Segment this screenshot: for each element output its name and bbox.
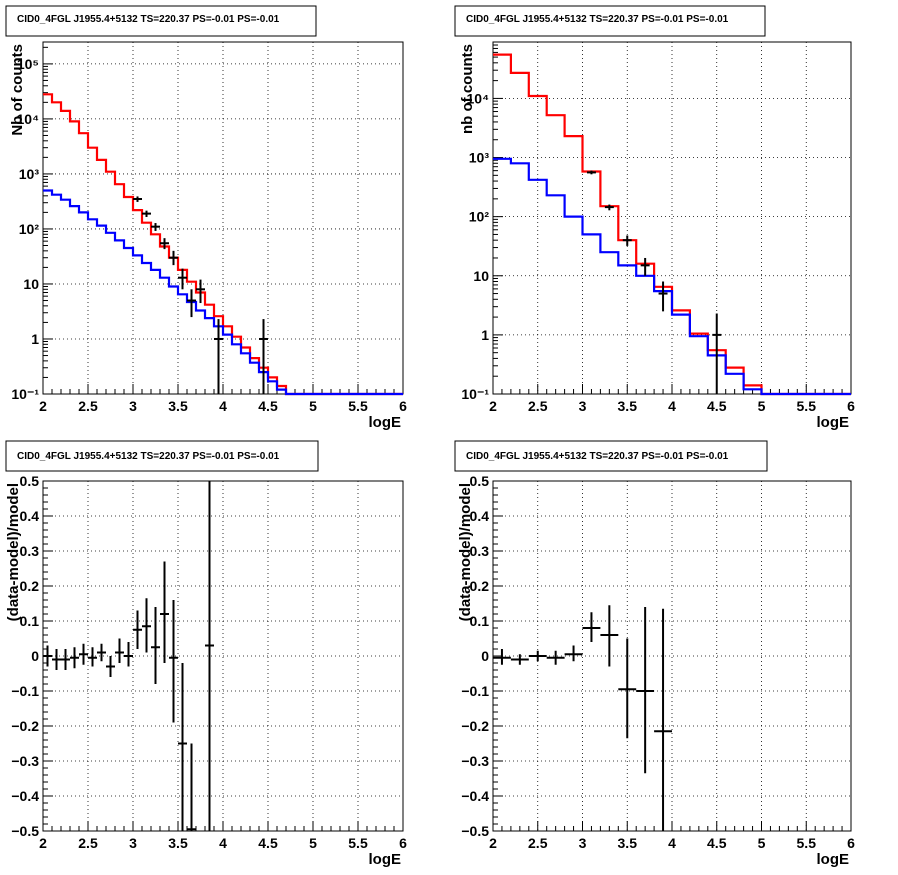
x-tick-label: 2.5 [528,835,548,851]
x-tick-label: 5 [309,835,317,851]
chart-title-box [5,5,317,37]
y-tick-label: 10⁴ [17,111,40,127]
x-tick-label: 4.5 [707,398,727,414]
x-tick-label: 5 [309,398,317,414]
x-axis-title: logE [817,851,850,868]
y-tick-label: 0.5 [20,473,40,489]
y-tick-label: 0.4 [470,508,490,524]
x-tick-label: 4 [219,835,227,851]
x-tick-label: 6 [847,835,855,851]
y-tick-label: −0.2 [11,718,39,734]
y-tick-label: −0.4 [461,788,489,804]
y-tick-label: 10³ [19,166,40,182]
x-tick-label: 5 [758,398,766,414]
y-tick-label: 10⁻¹ [11,386,39,402]
chart-title-box [454,5,766,37]
y-tick-label: −0.5 [461,823,489,839]
x-tick-label: 2 [489,398,497,414]
x-tick-label: 6 [399,835,407,851]
x-tick-label: 6 [399,398,407,414]
x-tick-label: 2 [39,835,47,851]
x-tick-label: 6 [847,398,855,414]
x-tick-label: 5 [758,835,766,851]
x-tick-label: 3.5 [168,398,188,414]
chart-title: CID0_4FGL J1955.4+5132 TS=220.37 PS=-0.0… [17,451,280,462]
y-tick-label: 10 [473,268,489,284]
y-tick-label: 10 [23,276,39,292]
x-tick-label: 2.5 [78,835,98,851]
y-axis-title: Nb of counts [9,44,26,136]
x-tick-label: 2.5 [528,398,548,414]
y-tick-label: 10³ [469,150,490,166]
y-tick-label: −0.1 [461,683,489,699]
chart-title: CID0_4FGL J1955.4+5132 TS=220.37 PS=-0.0… [466,14,729,25]
y-axis-title: (data-model)/model [5,483,22,621]
chart-panel-1: 2 2.5 3 3.5 4 4.5 5 5.5 6 10⁻¹ 1 10 10² 10³ 10⁴ 10⁵ logE… [5,5,407,431]
x-tick-label: 4 [668,398,676,414]
x-tick-label: 2 [39,398,47,414]
x-tick-label: 5.5 [348,398,368,414]
x-tick-label: 3 [579,835,587,851]
x-tick-label: 2 [489,835,497,851]
x-tick-label: 3.5 [168,835,188,851]
x-tick-label: 3 [579,398,587,414]
y-tick-label: 0.1 [20,613,40,629]
y-tick-label: −0.2 [461,718,489,734]
y-tick-label: 0.3 [20,543,40,559]
x-axis-title: logE [817,414,850,431]
y-tick-label: −0.4 [11,788,39,804]
chart-title: CID0_4FGL J1955.4+5132 TS=220.37 PS=-0.0… [466,451,729,462]
y-tick-label: 1 [31,331,39,347]
x-tick-label: 5.5 [348,835,368,851]
x-tick-label: 3.5 [618,835,638,851]
y-axis-title: (data-model)/model [457,483,474,621]
x-tick-label: 4.5 [258,835,278,851]
x-tick-label: 4 [668,835,676,851]
chart-title-box [454,440,768,472]
model-series-line [493,157,851,396]
plot-frame [492,480,852,832]
y-tick-label: 10⁴ [467,90,490,106]
y-tick-label: 0.1 [470,613,490,629]
y-tick-label: −0.3 [461,753,489,769]
y-tick-label: 0 [31,648,39,664]
model-series-line [43,189,403,396]
x-axis-title: logE [369,414,402,431]
x-tick-label: 3 [129,398,137,414]
chart-title-box [5,440,319,472]
y-axis-title: nb of counts [459,44,476,134]
x-tick-label: 4 [219,398,227,414]
chart-title: CID0_4FGL J1955.4+5132 TS=220.37 PS=-0.0… [17,14,280,25]
y-tick-label: −0.1 [11,683,39,699]
x-tick-label: 4.5 [258,398,278,414]
y-tick-label: 0.3 [470,543,490,559]
x-tick-label: 3 [129,835,137,851]
y-tick-label: 10⁵ [17,56,39,72]
chart-panel-4: 2 2.5 3 3.5 4 4.5 5 5.5 6 −0.5 −0.4 −0.3 −0.2 −0.1 0 0.… [454,440,855,868]
y-tick-label: 10² [19,221,40,237]
y-tick-label: 10² [469,209,490,225]
y-tick-label: 0.2 [470,578,490,594]
y-tick-label: 0 [481,648,489,664]
chart-panel-2: 2 2.5 3 3.5 4 4.5 5 5.5 6 10⁻¹ 1 10 10² 10³ 10⁴ logE nb … [454,5,855,431]
y-tick-label: −0.3 [11,753,39,769]
y-tick-label: 1 [481,327,489,343]
y-tick-label: 0.4 [20,508,40,524]
x-tick-label: 3.5 [618,398,638,414]
x-axis-title: logE [369,851,402,868]
chart-panel-3: 2 2.5 3 3.5 4 4.5 5 5.5 6 −0.5 −0.4 −0.3 −0.2 −0.1 0 0.… [5,440,407,868]
x-tick-label: 4.5 [707,835,727,851]
y-tick-label: 10⁻¹ [461,386,489,402]
x-tick-label: 5.5 [797,835,817,851]
y-tick-label: −0.5 [11,823,39,839]
y-tick-label: 0.2 [20,578,40,594]
x-tick-label: 5.5 [797,398,817,414]
x-tick-label: 2.5 [78,398,98,414]
y-tick-label: 0.5 [470,473,490,489]
